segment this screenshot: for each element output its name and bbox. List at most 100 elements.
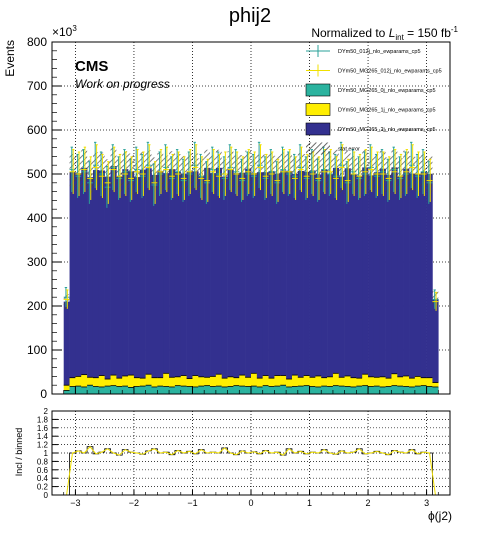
x-axis-label: ϕ(j2) — [428, 509, 452, 523]
stat-error-band — [426, 156, 433, 192]
zero-jet-bar — [122, 386, 129, 394]
zero-jet-bar — [110, 385, 117, 394]
stat-error-band — [315, 156, 322, 193]
stat-error-band — [128, 153, 134, 190]
zero-jet-bar — [81, 386, 88, 394]
one-jet-bar — [356, 378, 363, 387]
legend-fill-swatch — [305, 83, 331, 97]
zero-jet-bar — [251, 386, 258, 394]
zero-jet-bar — [174, 385, 182, 394]
one-jet-bar — [210, 376, 217, 387]
one-jet-bar — [391, 373, 398, 386]
two-jet-bar — [262, 172, 269, 376]
zero-jet-bar — [373, 386, 381, 394]
ratio-y-axis-label: Incl / binned — [14, 428, 24, 477]
legend-fill-swatch — [305, 103, 331, 116]
stat-error-band — [81, 149, 88, 186]
one-jet-bar — [110, 375, 117, 386]
zero-jet-bar — [192, 386, 199, 394]
ratio-y-tick-label: 1.4 — [37, 432, 49, 441]
x-tick-label: −1 — [187, 498, 197, 508]
one-jet-bar — [344, 375, 351, 387]
one-jet-bar — [215, 374, 223, 387]
one-jet-bar — [327, 376, 334, 387]
zero-jet-bar — [303, 385, 310, 394]
zero-jet-bar — [128, 387, 135, 394]
one-jet-bar — [397, 376, 404, 387]
stat-error-band — [385, 157, 392, 193]
y-tick-label: 500 — [27, 167, 47, 181]
one-jet-bar — [420, 377, 427, 386]
overlay-markers — [63, 141, 439, 311]
ratio-y-tick-label: 0 — [44, 491, 49, 500]
two-jet-bar — [215, 167, 223, 375]
zero-jet-bar — [356, 386, 363, 394]
legend-label: DYm50_MG265_1j_nlo_ewparams_cp5 — [338, 108, 436, 114]
zero-jet-bar — [368, 386, 375, 394]
one-jet-bar — [92, 377, 100, 387]
y-axis-multiplier: ×103 — [52, 24, 77, 39]
two-jet-bar — [192, 171, 199, 376]
zero-jet-bar — [215, 386, 223, 394]
one-jet-bar — [379, 376, 386, 387]
two-jet-bar — [198, 175, 205, 377]
ratio-y-tick-label: 1.6 — [37, 424, 49, 433]
one-jet-bar — [221, 378, 228, 387]
two-jet-bar — [303, 171, 310, 376]
one-jet-bar — [198, 376, 205, 387]
two-jet-bar — [98, 170, 105, 376]
one-jet-bar — [338, 377, 345, 387]
one-jet-bar — [432, 382, 439, 387]
y-tick-label: 100 — [27, 343, 47, 357]
one-jet-bar — [368, 376, 375, 387]
two-jet-bar — [133, 177, 141, 378]
lumi-label: Normalized to Lint = 150 fb-1 — [311, 25, 458, 42]
legend-label: DYm50_MG265_0j_nlo_ewparams_cp5 — [338, 88, 436, 94]
zero-jet-bar — [163, 386, 170, 394]
two-jet-bar — [274, 173, 281, 376]
one-jet-bar — [128, 375, 135, 388]
ratio-y-tick-label: 2 — [44, 407, 49, 416]
two-jet-bar — [391, 167, 398, 374]
two-jet-bar — [63, 301, 70, 386]
two-jet-bar — [315, 174, 322, 376]
one-jet-bar — [385, 378, 392, 387]
stacked-histogram — [63, 147, 439, 394]
stat-error-band — [373, 154, 380, 190]
ratio-y-tick-label: 1 — [44, 449, 49, 458]
stat-error-band — [251, 155, 257, 191]
two-jet-bar — [379, 168, 386, 377]
zero-jet-bar — [344, 386, 351, 394]
zero-jet-bar — [256, 386, 264, 394]
two-jet-bar — [122, 169, 129, 376]
two-jet-bar — [151, 174, 158, 378]
one-jet-bar — [122, 375, 129, 387]
two-jet-bar — [180, 173, 187, 376]
one-jet-bar — [186, 378, 193, 387]
stat-error-band — [169, 151, 175, 188]
stat-error-band — [245, 150, 251, 187]
zero-jet-bar — [92, 386, 100, 394]
two-jet-bar — [385, 174, 392, 379]
y-tick-label: 800 — [27, 35, 47, 49]
legend-fill-swatch — [305, 122, 331, 136]
one-jet-bar — [409, 378, 416, 387]
zero-jet-bar — [280, 385, 287, 394]
two-jet-bar — [104, 176, 111, 380]
zero-jet-bar — [297, 386, 304, 394]
ratio-y-tick-label: 0.6 — [37, 466, 49, 475]
one-jet-bar — [87, 377, 94, 386]
stat-error-band — [87, 159, 93, 195]
zero-jet-bar — [338, 386, 345, 394]
stat-error-band — [63, 294, 70, 309]
stat-error-band — [286, 153, 292, 189]
status-label: Work on progress — [75, 77, 170, 91]
one-jet-bar — [233, 377, 240, 386]
zero-jet-bar — [133, 386, 141, 394]
zero-jet-bar — [321, 386, 328, 394]
stat-error-band — [268, 153, 275, 189]
two-jet-bar — [256, 172, 264, 379]
two-jet-bar — [414, 174, 422, 377]
zero-jet-bar — [350, 386, 357, 394]
zero-jet-bar — [98, 386, 105, 394]
